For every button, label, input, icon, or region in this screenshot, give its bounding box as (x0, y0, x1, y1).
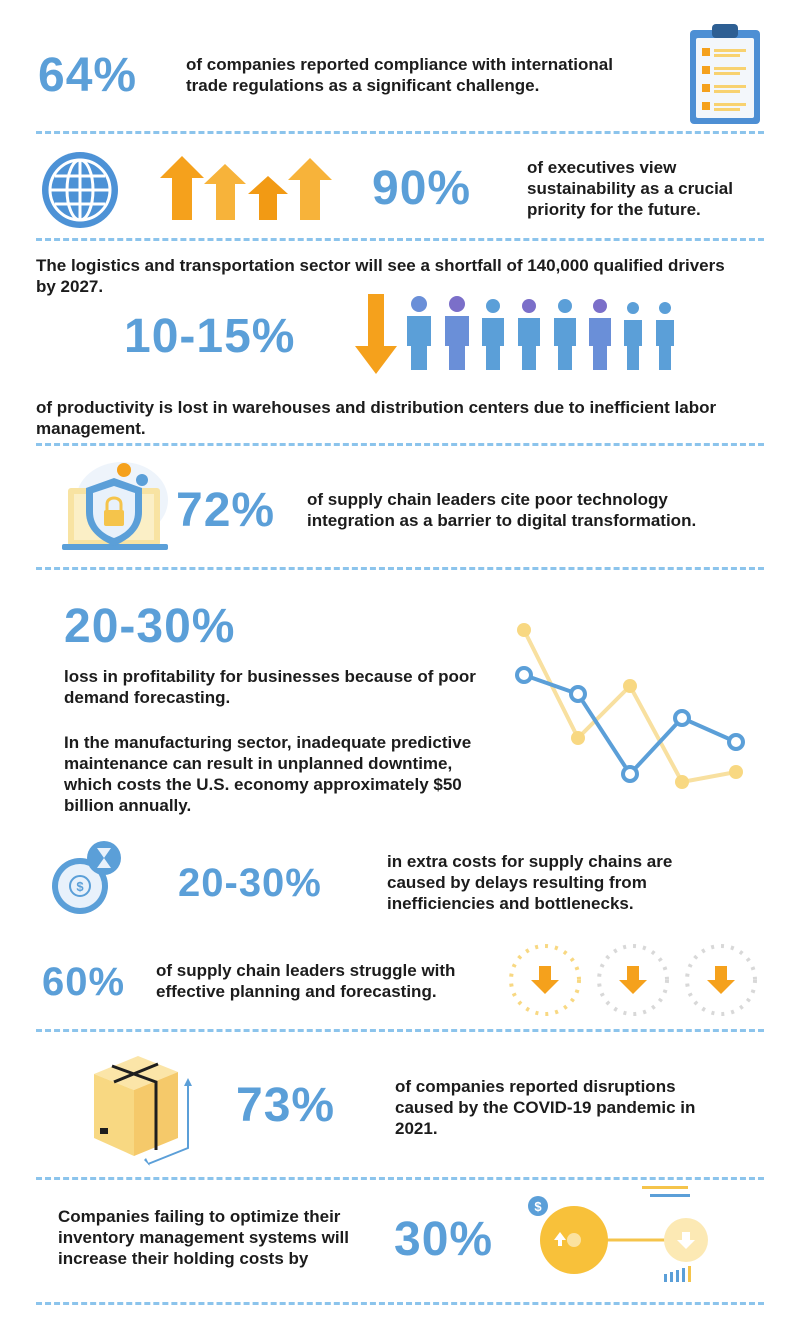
stat-text-72: of supply chain leaders cite poor techno… (307, 490, 697, 530)
svg-text:$: $ (76, 879, 84, 894)
cardboard-box-icon (94, 1056, 192, 1166)
stat-value-73: 73% (236, 1079, 336, 1132)
clipboard-checklist-icon (690, 24, 760, 124)
stat-text-20-30-profit: loss in profitability for businesses bec… (64, 667, 476, 707)
workforce-people-icon (407, 296, 674, 370)
globe-icon (42, 152, 118, 228)
stat-value-10-15: 10-15% (124, 310, 296, 363)
stat-value-60: 60% (42, 960, 126, 1004)
security-shield-lock-icon (62, 462, 168, 550)
inventory-toggle-icon: $ (528, 1186, 708, 1282)
section-divider (36, 1302, 764, 1305)
stat-pretext-drivers: The logistics and transportation sector … (36, 256, 725, 296)
svg-text:$: $ (534, 1199, 542, 1214)
section-divider (36, 443, 764, 446)
stat-value-90: 90% (372, 162, 472, 215)
stat-value-20-30-profit: 20-30% (64, 600, 236, 653)
stat-value-20-30-costs: 20-30% (178, 861, 322, 905)
section-divider (36, 1177, 764, 1180)
stat-extra-text-maintenance: In the manufacturing sector, inadequate … (64, 733, 472, 815)
section-divider (36, 1029, 764, 1032)
down-arrow-icon (355, 294, 397, 374)
section-divider (36, 567, 764, 570)
section-divider (36, 238, 764, 241)
stat-text-10-15: of productivity is lost in warehouses an… (36, 398, 717, 438)
line-chart-icon (515, 623, 745, 789)
stat-text-64: of companies reported compliance with in… (186, 55, 613, 95)
stat-value-30: 30% (394, 1213, 494, 1266)
stat-text-30: Companies failing to optimize their inve… (58, 1207, 349, 1268)
stat-text-73: of companies reported disruptions caused… (395, 1077, 696, 1138)
stat-value-64: 64% (38, 49, 138, 102)
up-arrows-icon (160, 156, 332, 220)
section-divider (36, 131, 764, 134)
stat-value-72: 72% (176, 484, 276, 537)
stat-text-60: of supply chain leaders struggle with ef… (156, 961, 456, 1001)
down-arrow-circles-icon (509, 944, 757, 1016)
clock-hourglass-dollar-icon: $ (52, 841, 121, 914)
stat-text-90: of executives view sustainability as a c… (527, 158, 733, 219)
stat-text-20-30-costs: in extra costs for supply chains are cau… (387, 852, 673, 913)
